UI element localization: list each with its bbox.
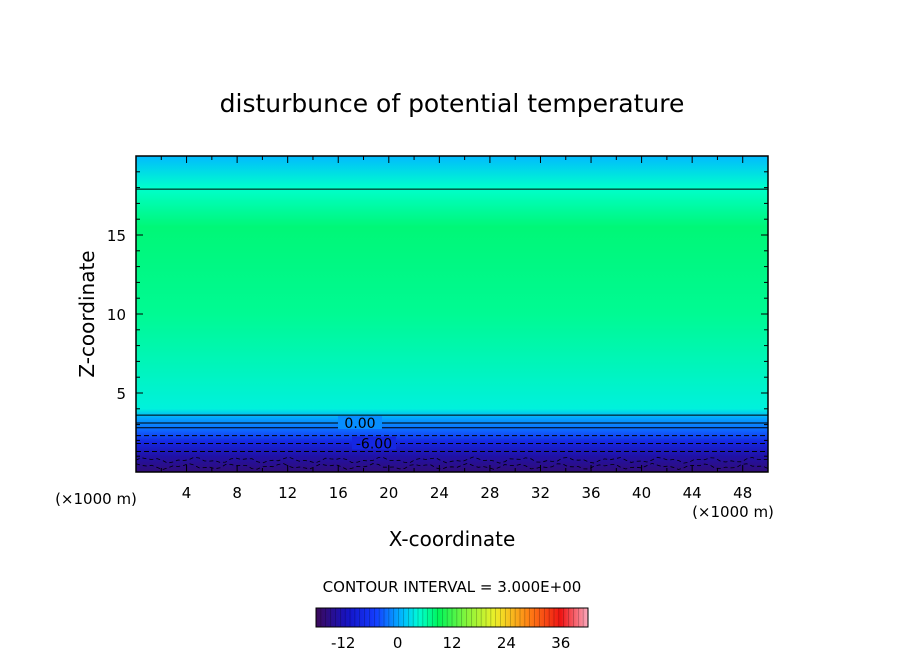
field-fill [136, 156, 768, 472]
y-tick-label: 5 [116, 385, 126, 403]
x-tick-label: 16 [329, 484, 348, 502]
x-unit-label: (×1000 m) [692, 503, 774, 521]
z-unit-label: (×1000 m) [55, 490, 137, 508]
chart-title: disturbunce of potential temperature [220, 89, 685, 118]
y-tick-label: 10 [107, 306, 126, 324]
x-tick-label: 44 [683, 484, 702, 502]
x-axis-label: X-coordinate [389, 527, 516, 551]
contour-interval-text: CONTOUR INTERVAL = 3.000E+00 [323, 578, 582, 596]
surface-contour-1 [136, 462, 768, 471]
x-tick-label: 48 [733, 484, 752, 502]
colorbar [315, 607, 589, 628]
surface-contour-0 [136, 456, 768, 464]
contour-label-bg-0 [338, 416, 382, 430]
x-tick-label: 12 [278, 484, 297, 502]
x-tick-label: 4 [182, 484, 192, 502]
x-tick-label: 40 [632, 484, 651, 502]
colorbar-tick-label: -12 [331, 634, 356, 652]
colorbar-tick-label: 36 [551, 634, 570, 652]
y-axis-label: Z-coordinate [75, 250, 99, 377]
x-tick-label: 8 [232, 484, 242, 502]
colorbar-tick-label: 24 [497, 634, 516, 652]
contour-lines [136, 188, 768, 471]
colorbar-tick-label: 0 [393, 634, 403, 652]
x-tick-label: 36 [581, 484, 600, 502]
x-tick-label: 28 [480, 484, 499, 502]
x-tick-label: 32 [531, 484, 550, 502]
contour-label-bg-1 [352, 436, 396, 450]
x-tick-label: 20 [379, 484, 398, 502]
colorbar-ticks: -12 0 12 24 36 [320, 608, 584, 652]
contour-label-0: 0.00 [344, 416, 375, 432]
y-tick-label: 15 [107, 227, 126, 245]
contour-labels: 0.00 -6.00 [338, 416, 396, 453]
x-tick-label: 24 [430, 484, 449, 502]
colorbar-tick-label: 12 [442, 634, 461, 652]
contour-label-1: -6.00 [356, 437, 392, 453]
